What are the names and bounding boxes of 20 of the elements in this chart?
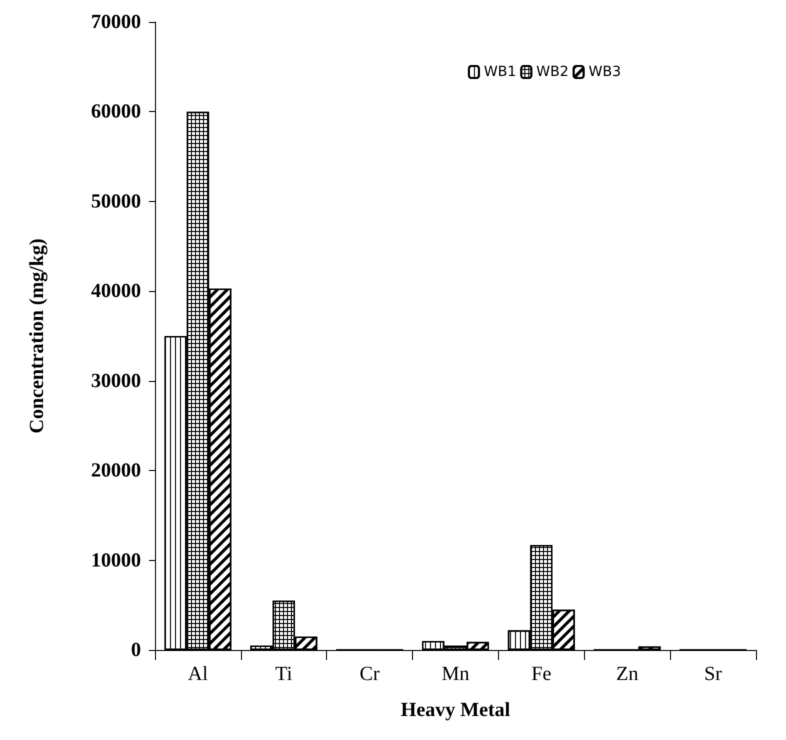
x-tick-label: Cr [360,663,380,685]
y-axis-title: Concentration (mg/kg) [26,238,48,434]
x-tick-label: Zn [616,663,638,685]
y-tick-label: 70000 [91,11,141,33]
x-tick-label: Mn [442,663,470,685]
x-tick-label: Fe [531,663,552,685]
y-tick-label: 0 [131,639,141,661]
y-tick-label: 50000 [91,190,141,212]
legend-label: WB2 [536,64,569,80]
x-tick-label: Al [188,663,208,685]
y-tick-label: 60000 [91,100,141,123]
legend-label: WB1 [484,64,516,80]
x-tick-label: Sr [704,663,722,685]
x-axis-title: Heavy Metal [400,699,511,721]
x-tick-label: Ti [275,663,293,685]
y-tick-label: 20000 [91,460,141,482]
y-tick-label: 30000 [91,370,141,392]
y-tick-label: 10000 [91,549,141,572]
y-tick-label: 40000 [91,280,141,302]
legend-label: WB3 [588,64,622,80]
